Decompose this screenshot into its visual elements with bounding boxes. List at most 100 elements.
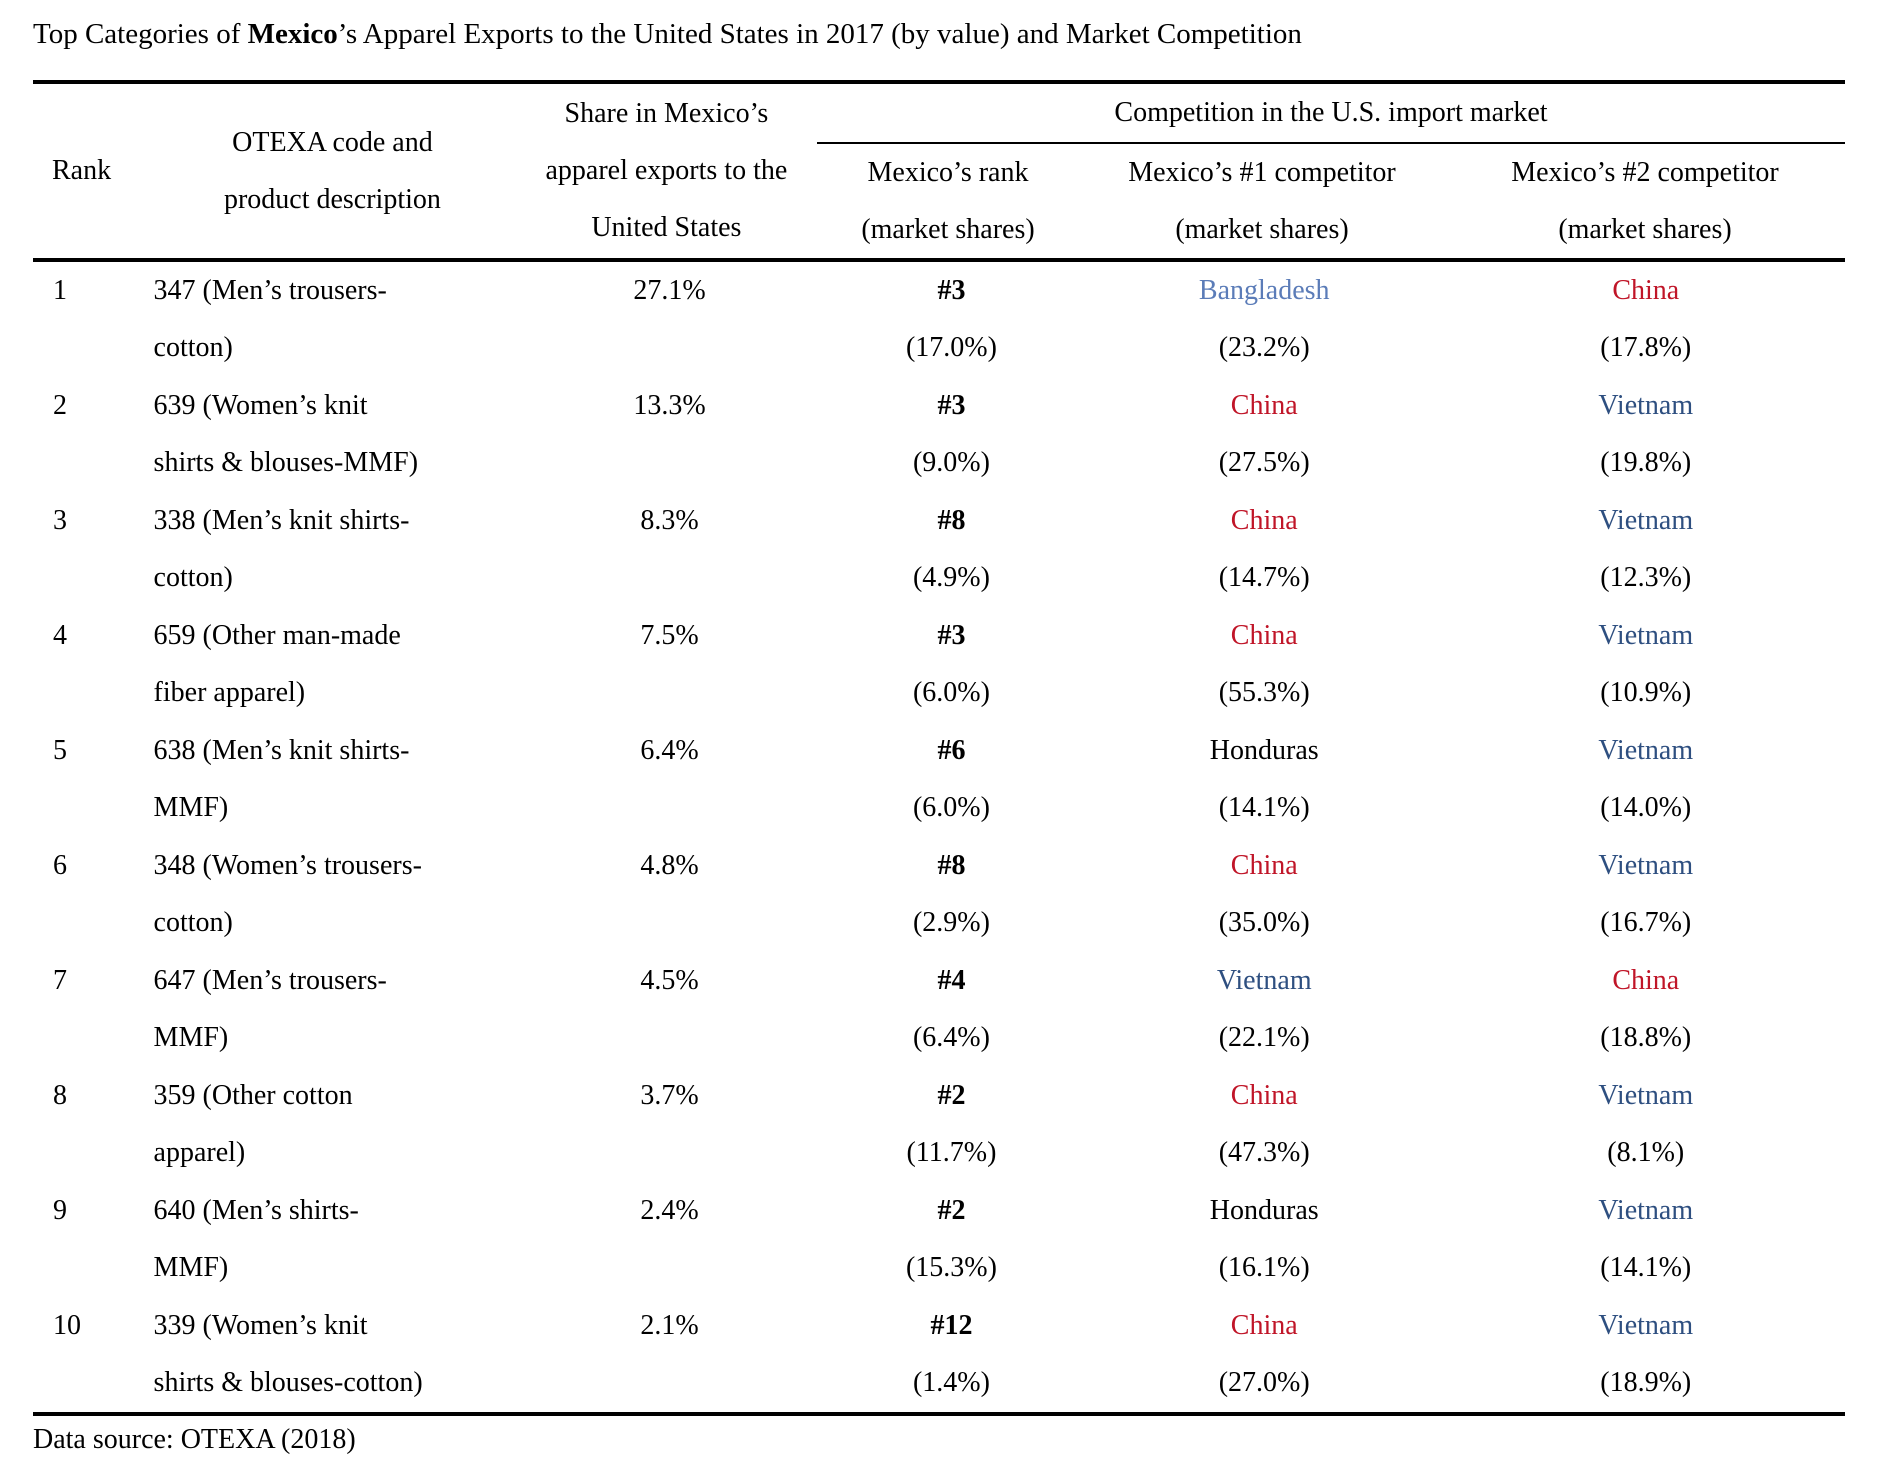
rank-cell: 10 [33,1297,150,1412]
competitor2-share: (14.0%) [1600,792,1692,824]
header-competition-group: Competition in the U.S. import market Me… [817,84,1845,258]
header-code-line1: OTEXA code and [232,126,433,158]
mexico-market-share: (6.4%) [912,1022,990,1054]
competitor1-share: (23.2%) [1218,332,1310,364]
competitor2-name: Vietnam [1598,1194,1694,1226]
competitor2-cell: China (18.8%) [1447,952,1845,1067]
mexico-rank-value: #8 [937,504,966,536]
rank-cell: 3 [33,492,150,607]
competitor1-name: China [1230,1079,1298,1111]
header-mexico-rank-line1: Mexico’s rank [867,156,1029,188]
competitor1-name: Honduras [1209,734,1319,766]
competitor2-cell: Vietnam (12.3%) [1447,492,1845,607]
rank-cell: 7 [33,952,150,1067]
rank-cell: 4 [33,607,150,722]
description-cell: 639 (Women’s knit shirts & blouses-MMF) [150,377,519,492]
competitor1-cell: China (27.5%) [1082,377,1447,492]
header-code-line2: product description [223,183,441,215]
competitor1-share: (14.1%) [1218,792,1310,824]
share-cell: 6.4% [518,722,821,837]
competitor2-cell: Vietnam (14.1%) [1447,1182,1845,1297]
header-mexico-rank-line2: (market shares) [861,213,1035,245]
header-share-line3: United States [591,212,742,243]
mexico-rank-cell: #4 (6.4%) [821,952,1082,1067]
competitor1-cell: Honduras (16.1%) [1082,1182,1447,1297]
competitor2-share: (18.8%) [1600,1022,1692,1054]
description-cell: 347 (Men’s trousers- cotton) [150,262,519,377]
share-value: 2.4% [640,1194,699,1226]
mexico-rank-cell: #2 (11.7%) [821,1067,1082,1182]
competitor1-share: (14.7%) [1218,562,1310,594]
header-share-line2: apparel exports to the [545,155,788,186]
mexico-rank-value: #12 [930,1309,973,1341]
header-competitor1-line2: (market shares) [1175,213,1349,245]
rank-value: 5 [53,734,67,766]
table-row: 8 359 (Other cotton apparel) 3.7% #2 (11… [33,1067,1845,1182]
share-value: 2.1% [640,1309,699,1341]
competitor2-name: Vietnam [1598,504,1694,536]
competitor2-cell: Vietnam (19.8%) [1447,377,1845,492]
description-line1: 339 (Women’s knit [153,1309,368,1341]
share-cell: 13.3% [518,377,821,492]
table-title-suffix: ’s Apparel Exports to the United States … [337,18,1302,50]
rank-cell: 6 [33,837,150,952]
competitor1-cell: China (55.3%) [1082,607,1447,722]
mexico-rank-cell: #8 (2.9%) [821,837,1082,952]
competitor1-share: (55.3%) [1218,677,1310,709]
description-line2: MMF) [153,1252,229,1284]
competitor1-share: (22.1%) [1218,1022,1310,1054]
header-competitor2: Mexico’s #2 competitor (market shares) [1445,144,1845,258]
mexico-rank-value: #8 [937,849,966,881]
share-cell: 3.7% [518,1067,821,1182]
header-competitor2-line2: (market shares) [1558,213,1732,245]
competitor1-name: China [1230,504,1298,536]
mexico-rank-cell: #12 (1.4%) [821,1297,1082,1412]
description-line2: fiber apparel) [153,677,306,709]
rank-value: 6 [53,849,67,881]
competitor1-share: (35.0%) [1218,907,1310,939]
mexico-rank-value: #3 [937,274,966,306]
rank-value: 10 [53,1309,81,1341]
header-share-line1: Share in Mexico’s [564,98,769,129]
rank-cell: 1 [33,262,150,377]
rank-value: 2 [53,389,67,421]
mexico-rank-cell: #3 (6.0%) [821,607,1082,722]
competitor2-share: (8.1%) [1607,1137,1685,1169]
mexico-rank-cell: #3 (17.0%) [821,262,1082,377]
description-line1: 639 (Women’s knit [153,389,368,421]
mexico-rank-value: #2 [937,1194,966,1226]
share-cell: 4.5% [518,952,821,1067]
share-cell: 2.1% [518,1297,821,1412]
header-mexico-rank: Mexico’s rank (market shares) [817,144,1079,258]
description-line1: 659 (Other man-made [153,619,401,651]
competitor1-name: Bangladesh [1198,274,1330,306]
mexico-rank-cell: #6 (6.0%) [821,722,1082,837]
description-line2: cotton) [153,562,233,594]
competitor2-name: Vietnam [1598,1309,1694,1341]
description-cell: 659 (Other man-made fiber apparel) [150,607,519,722]
table-row: 1 347 (Men’s trousers- cotton) 27.1% #3 … [33,262,1845,377]
competitor2-name: Vietnam [1598,389,1694,421]
competitor2-cell: Vietnam (16.7%) [1447,837,1845,952]
description-line1: 359 (Other cotton [153,1079,353,1111]
data-source-note: Data source: OTEXA (2018) [33,1424,356,1455]
description-line2: cotton) [153,907,233,939]
table-header: Rank OTEXA code and product description … [33,84,1845,262]
share-cell: 27.1% [518,262,821,377]
competitor1-cell: Vietnam (22.1%) [1082,952,1447,1067]
rank-cell: 5 [33,722,150,837]
competitor2-name: China [1612,274,1680,306]
share-cell: 2.4% [518,1182,821,1297]
share-value: 3.7% [640,1079,699,1111]
description-line1: 348 (Women’s trousers- [153,849,422,881]
share-cell: 7.5% [518,607,821,722]
competitor2-name: Vietnam [1598,1079,1694,1111]
description-line2: shirts & blouses-cotton) [153,1367,423,1399]
description-line2: shirts & blouses-MMF) [153,447,419,479]
mexico-market-share: (2.9%) [912,907,990,939]
rank-value: 9 [53,1194,67,1226]
share-value: 8.3% [640,504,699,536]
rank-value: 7 [53,964,67,996]
competitor2-share: (18.9%) [1600,1367,1692,1399]
table-row: 3 338 (Men’s knit shirts- cotton) 8.3% #… [33,492,1845,607]
